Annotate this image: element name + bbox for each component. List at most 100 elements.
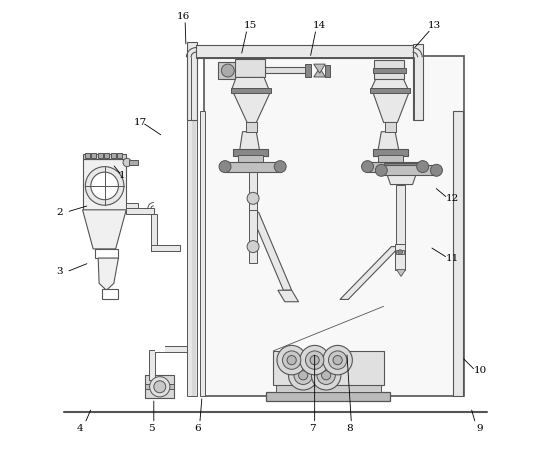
Circle shape — [150, 377, 170, 397]
Bar — [453, 111, 458, 396]
Text: 7: 7 — [309, 424, 315, 432]
Text: 14: 14 — [313, 22, 326, 30]
Polygon shape — [278, 290, 299, 302]
Text: 5: 5 — [148, 424, 155, 432]
Bar — [233, 149, 268, 156]
Bar — [305, 64, 312, 77]
Bar — [192, 120, 196, 396]
Text: 2: 2 — [56, 207, 63, 217]
Bar — [196, 45, 414, 58]
Bar — [85, 154, 90, 158]
Circle shape — [294, 366, 312, 384]
Bar — [104, 154, 109, 158]
Bar — [188, 120, 197, 396]
Circle shape — [317, 366, 335, 384]
Circle shape — [219, 160, 231, 172]
Polygon shape — [371, 79, 408, 89]
Text: 12: 12 — [446, 194, 459, 203]
Bar — [117, 154, 122, 158]
Bar — [82, 154, 126, 159]
Polygon shape — [385, 168, 418, 184]
Polygon shape — [340, 247, 399, 300]
Circle shape — [430, 164, 442, 176]
Bar — [249, 171, 257, 212]
Bar — [126, 208, 154, 214]
Circle shape — [312, 361, 341, 390]
Bar — [230, 88, 271, 93]
Bar — [397, 184, 405, 244]
Bar — [235, 59, 265, 77]
Circle shape — [282, 351, 301, 369]
Circle shape — [321, 371, 331, 380]
Bar — [102, 290, 118, 300]
Bar — [130, 160, 138, 165]
Circle shape — [288, 361, 318, 390]
Bar — [246, 122, 257, 132]
Bar — [225, 161, 280, 171]
Bar — [155, 342, 165, 352]
Bar — [412, 44, 423, 120]
Bar — [453, 111, 463, 396]
Circle shape — [85, 166, 124, 205]
Polygon shape — [233, 93, 270, 123]
Text: 11: 11 — [446, 254, 459, 263]
Text: 10: 10 — [474, 366, 487, 375]
Circle shape — [154, 381, 166, 393]
Bar — [98, 154, 103, 158]
Text: 8: 8 — [346, 424, 352, 432]
Circle shape — [398, 250, 403, 254]
Bar — [382, 165, 436, 175]
Circle shape — [123, 158, 131, 166]
Circle shape — [306, 351, 324, 369]
Bar — [145, 384, 175, 389]
Bar — [397, 250, 404, 254]
Bar — [95, 249, 118, 258]
Bar — [373, 149, 408, 156]
Circle shape — [333, 355, 342, 365]
Polygon shape — [250, 212, 292, 290]
Bar — [126, 210, 138, 217]
Bar — [126, 203, 138, 210]
Bar — [267, 392, 390, 401]
Bar — [111, 154, 115, 158]
Polygon shape — [397, 270, 405, 277]
Bar — [218, 62, 237, 79]
Text: 3: 3 — [56, 267, 63, 276]
Bar — [395, 244, 405, 270]
Bar — [155, 346, 190, 352]
Text: 13: 13 — [428, 22, 441, 30]
Text: 16: 16 — [177, 12, 190, 21]
Bar — [325, 65, 330, 77]
Text: 17: 17 — [133, 118, 147, 127]
Circle shape — [362, 160, 373, 172]
Bar — [200, 111, 205, 396]
Circle shape — [328, 351, 347, 369]
Circle shape — [417, 160, 429, 172]
Text: 6: 6 — [194, 424, 201, 432]
Text: 9: 9 — [477, 424, 483, 432]
Bar — [373, 68, 405, 73]
Bar — [273, 351, 384, 385]
Circle shape — [91, 172, 118, 200]
Circle shape — [310, 355, 319, 365]
Bar — [370, 88, 410, 93]
Circle shape — [247, 241, 259, 253]
Bar — [238, 155, 263, 162]
Bar — [384, 163, 419, 168]
Bar — [378, 155, 403, 162]
Bar — [275, 385, 382, 392]
Polygon shape — [98, 258, 118, 290]
Polygon shape — [378, 132, 399, 150]
Text: 15: 15 — [244, 22, 257, 30]
Bar — [204, 56, 464, 396]
Polygon shape — [373, 93, 409, 123]
Bar — [188, 42, 197, 120]
Circle shape — [300, 345, 330, 375]
Circle shape — [274, 160, 286, 172]
Bar — [385, 122, 397, 132]
Text: 4: 4 — [77, 424, 83, 432]
Circle shape — [323, 345, 352, 375]
Bar — [82, 159, 126, 210]
Circle shape — [221, 64, 234, 77]
Circle shape — [287, 355, 296, 365]
